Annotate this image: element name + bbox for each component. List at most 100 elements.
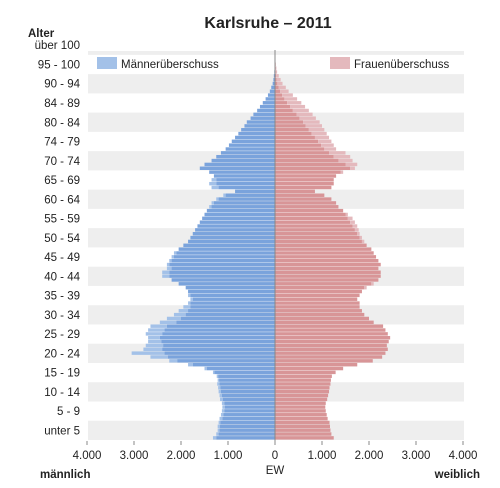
bar-male	[272, 81, 275, 86]
bar-male	[171, 266, 275, 271]
bar-male-surplus	[220, 397, 223, 402]
bar-female	[275, 174, 337, 178]
bar-male	[225, 147, 275, 151]
bar-female-surplus	[287, 101, 302, 105]
x-tick-label: 4.000	[449, 450, 478, 462]
bar-male	[250, 116, 275, 120]
bar-female-surplus	[278, 85, 286, 90]
bar-female	[275, 413, 327, 417]
right-side-label: weiblich	[434, 469, 480, 481]
bar-male-surplus	[173, 312, 186, 317]
bar-female	[275, 305, 360, 309]
bar-male	[195, 228, 275, 232]
bar-female	[275, 424, 330, 429]
bar-male-surplus	[219, 416, 223, 421]
bar-male	[231, 139, 275, 144]
bar-female-surplus	[357, 232, 360, 236]
age-label: 30 - 34	[44, 310, 80, 322]
bar-female	[275, 170, 341, 174]
bar-male	[166, 324, 275, 328]
legend-label-male-surplus: Männerüberschuss	[121, 59, 219, 71]
bar-male	[220, 424, 275, 429]
bar-male-surplus	[169, 359, 178, 363]
bar-male	[222, 416, 275, 421]
bar-male	[185, 312, 275, 317]
bar-male	[185, 285, 275, 290]
chart-title: Karlsruhe – 2011	[204, 15, 331, 32]
bar-female-surplus	[280, 89, 289, 93]
bar-male	[216, 181, 275, 186]
bar-female	[275, 205, 339, 209]
bar-male	[235, 189, 275, 194]
age-label: 70 - 74	[44, 156, 80, 168]
bar-female-surplus	[275, 66, 277, 70]
bar-male	[273, 77, 275, 82]
bar-female	[275, 74, 277, 78]
bar-male-surplus	[188, 362, 193, 367]
bar-female	[275, 77, 277, 82]
bar-male	[224, 409, 275, 413]
bar-female	[275, 285, 365, 290]
bar-male-surplus	[216, 197, 219, 201]
x-tick-label: 1.000	[308, 450, 337, 462]
bar-male	[220, 151, 275, 155]
bar-male-surplus	[218, 386, 221, 390]
bar-male	[188, 309, 275, 313]
bar-female-surplus	[321, 143, 334, 147]
bar-male	[206, 208, 275, 213]
bar-male	[218, 432, 275, 436]
age-label: 50 - 54	[44, 233, 80, 245]
bar-female	[275, 359, 373, 363]
bar-male	[181, 316, 275, 321]
bar-female	[275, 270, 381, 274]
bar-male-surplus	[188, 301, 191, 305]
bar-female-surplus	[311, 131, 327, 136]
bar-male-surplus	[173, 251, 177, 255]
bar-female	[275, 212, 346, 217]
bar-female	[275, 301, 360, 305]
bar-male-surplus	[190, 297, 193, 301]
bar-female	[275, 116, 300, 120]
bar-male-surplus	[145, 332, 163, 336]
x-ticks: 4.000 3.000 2.000 1.000 0 1.000 2.000 3.000 4.00…	[73, 441, 478, 462]
bar-male-surplus	[212, 436, 217, 440]
bar-male	[178, 282, 275, 286]
age-band	[88, 51, 464, 55]
bar-female	[275, 97, 285, 101]
bar-female-surplus	[277, 81, 283, 86]
age-label: 90 - 94	[44, 79, 80, 91]
bar-male	[216, 178, 275, 182]
bar-female	[275, 224, 353, 228]
bar-female	[275, 143, 322, 147]
bar-male	[253, 112, 275, 117]
bar-male-surplus	[216, 374, 219, 378]
legend-swatch-male-surplus	[97, 57, 117, 69]
age-label: 60 - 64	[44, 194, 80, 206]
bar-female	[275, 316, 369, 321]
bar-female	[275, 139, 319, 144]
bar-male	[204, 212, 275, 217]
bar-female	[275, 386, 330, 390]
bar-male-surplus	[218, 420, 221, 425]
bar-male-surplus	[211, 178, 217, 182]
bar-male-surplus	[217, 424, 221, 429]
bar-female-surplus	[284, 97, 298, 101]
bar-female	[275, 128, 309, 132]
bar-male	[211, 158, 275, 163]
bar-male	[202, 216, 275, 221]
bar-female	[275, 297, 358, 301]
bar-female-surplus	[350, 166, 355, 170]
bar-male	[176, 251, 275, 255]
bar-male	[224, 401, 275, 405]
x-tick-label: 1.000	[214, 450, 243, 462]
bar-female	[275, 262, 381, 267]
bar-female	[275, 289, 362, 294]
age-label: 20 - 24	[44, 348, 80, 360]
bar-female	[275, 351, 386, 355]
bar-male-surplus	[162, 274, 170, 278]
bar-male	[171, 258, 275, 263]
bar-male-surplus	[216, 432, 219, 436]
left-side-label: männlich	[40, 469, 90, 481]
bar-female	[275, 243, 367, 248]
